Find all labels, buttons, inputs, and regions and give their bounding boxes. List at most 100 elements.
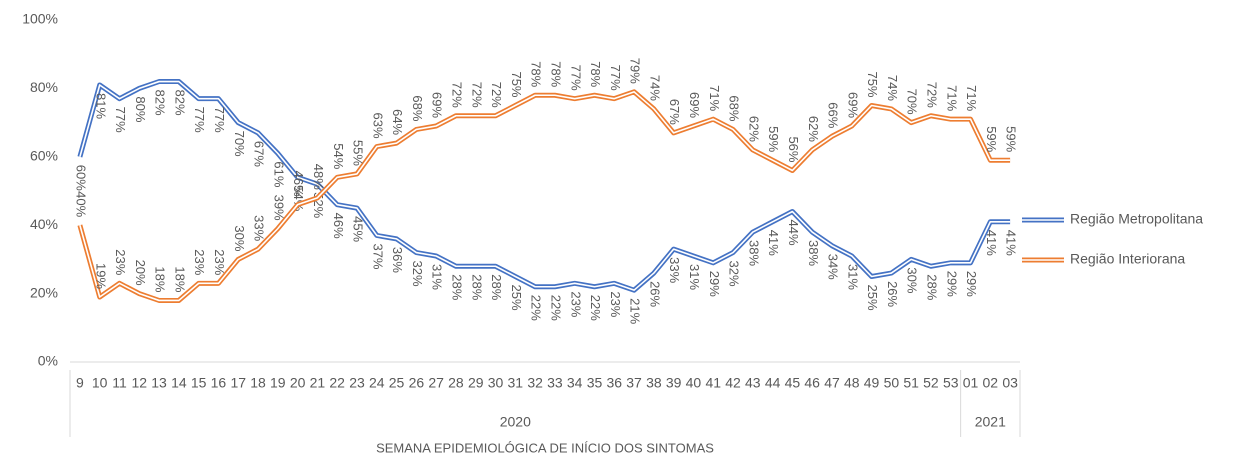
data-label: 30% [905, 267, 920, 293]
x-tick-label: 31 [508, 375, 524, 391]
x-tick-label: 48 [844, 375, 860, 391]
x-tick-label: 02 [983, 375, 999, 391]
x-tick-label: 27 [428, 375, 444, 391]
data-label: 72% [925, 82, 940, 108]
group-label: 2021 [975, 414, 1006, 430]
data-label: 77% [192, 107, 207, 133]
x-tick-label: 51 [903, 375, 919, 391]
data-label: 23% [192, 249, 207, 275]
x-tick-label: 53 [943, 375, 959, 391]
y-tick-label: 60% [30, 148, 58, 164]
data-label: 69% [687, 92, 702, 118]
data-label: 26% [647, 281, 662, 307]
data-label: 46% [331, 213, 346, 239]
x-tick-label: 9 [76, 375, 84, 391]
x-tick-label: 42 [725, 375, 741, 391]
data-label: 77% [212, 107, 227, 133]
data-label: 31% [430, 264, 445, 290]
data-label: 23% [212, 249, 227, 275]
x-tick-label: 01 [963, 375, 979, 391]
data-label: 31% [687, 264, 702, 290]
data-label: 20% [133, 260, 148, 286]
x-tick-label: 16 [211, 375, 227, 391]
data-label: 77% [568, 65, 583, 91]
data-label: 31% [845, 264, 860, 290]
data-label: 25% [865, 285, 880, 311]
data-label: 60% [73, 165, 88, 191]
data-label: 18% [153, 266, 168, 292]
data-label: 28% [925, 274, 940, 300]
x-tick-label: 25 [389, 375, 405, 391]
data-label: 56% [786, 136, 801, 162]
series-line-inner [79, 80, 1011, 291]
data-label: 69% [845, 92, 860, 118]
data-label: 29% [707, 271, 722, 297]
data-label: 46% [291, 171, 306, 197]
data-label: 62% [806, 116, 821, 142]
data-label: 32% [410, 261, 425, 287]
data-label: 59% [1004, 126, 1019, 152]
data-label: 72% [450, 82, 465, 108]
data-label: 26% [885, 281, 900, 307]
y-tick-label: 40% [30, 216, 58, 232]
data-label: 77% [608, 65, 623, 91]
data-label: 29% [964, 271, 979, 297]
x-tick-label: 21 [310, 375, 326, 391]
x-tick-label: 33 [547, 375, 563, 391]
data-label: 71% [707, 85, 722, 111]
x-tick-label: 45 [785, 375, 801, 391]
data-label: 37% [370, 243, 385, 269]
x-tick-label: 29 [468, 375, 484, 391]
data-label: 59% [766, 126, 781, 152]
x-tick-label: 24 [369, 375, 385, 391]
data-label: 23% [113, 249, 128, 275]
x-tick-label: 20 [290, 375, 306, 391]
data-label: 62% [746, 116, 761, 142]
data-label: 75% [865, 71, 880, 97]
data-label: 22% [529, 295, 544, 321]
y-tick-label: 80% [30, 79, 58, 95]
group-label: 2020 [500, 414, 531, 430]
data-label: 34% [826, 254, 841, 280]
legend-label: Região Interiorana [1070, 251, 1185, 267]
data-label: 69% [430, 92, 445, 118]
x-tick-label: 22 [329, 375, 345, 391]
data-label: 22% [548, 295, 563, 321]
data-label: 67% [252, 141, 267, 167]
data-label: 74% [885, 75, 900, 101]
data-label: 81% [93, 93, 108, 119]
data-label: 68% [410, 95, 425, 121]
x-tick-label: 47 [824, 375, 840, 391]
x-tick-label: 12 [131, 375, 147, 391]
data-label: 68% [727, 95, 742, 121]
x-tick-label: 15 [191, 375, 207, 391]
data-label: 66% [826, 102, 841, 128]
x-tick-label: 52 [923, 375, 939, 391]
data-label: 72% [489, 82, 504, 108]
data-label: 75% [509, 71, 524, 97]
data-label: 55% [351, 140, 366, 166]
x-tick-label: 46 [804, 375, 820, 391]
data-label: 61% [271, 161, 286, 187]
data-label: 41% [984, 230, 999, 256]
data-label: 38% [746, 240, 761, 266]
data-label: 70% [905, 89, 920, 115]
x-tick-label: 44 [765, 375, 781, 391]
data-label: 59% [984, 126, 999, 152]
data-label: 78% [529, 61, 544, 87]
x-tick-label: 36 [606, 375, 622, 391]
data-label: 36% [390, 247, 405, 273]
x-tick-label: 41 [705, 375, 721, 391]
data-label: 71% [964, 85, 979, 111]
data-label: 78% [548, 61, 563, 87]
data-label: 23% [568, 291, 583, 317]
legend-label: Região Metropolitana [1070, 211, 1203, 227]
y-tick-label: 0% [38, 353, 58, 369]
data-label: 48% [311, 164, 326, 190]
x-tick-label: 35 [587, 375, 603, 391]
x-tick-label: 13 [151, 375, 167, 391]
x-tick-label: 19 [270, 375, 286, 391]
data-label: 44% [786, 220, 801, 246]
x-tick-label: 23 [349, 375, 365, 391]
